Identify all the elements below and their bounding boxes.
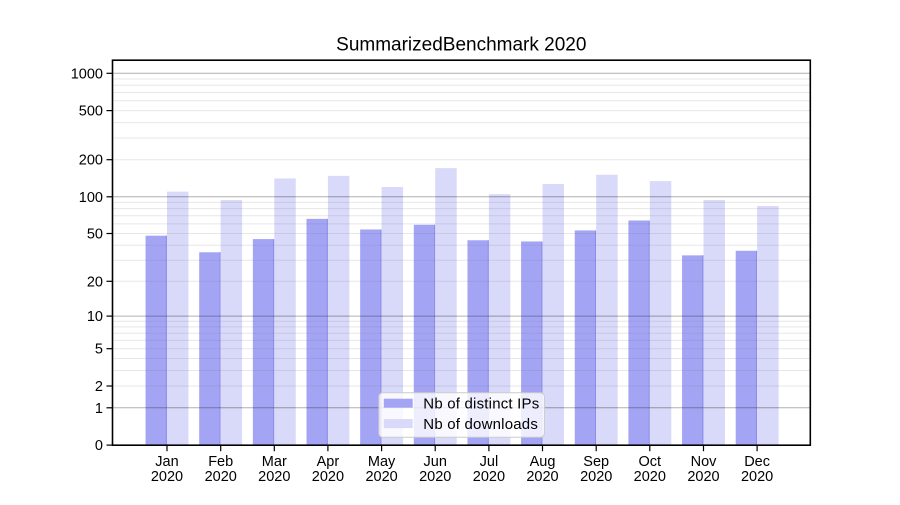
svg-text:2020: 2020: [687, 469, 719, 485]
svg-text:10: 10: [87, 309, 103, 325]
svg-text:0: 0: [95, 438, 103, 454]
svg-text:2020: 2020: [312, 469, 344, 485]
svg-text:2020: 2020: [365, 469, 397, 485]
svg-text:Jun: Jun: [424, 454, 447, 470]
svg-text:2020: 2020: [473, 469, 505, 485]
svg-text:2020: 2020: [634, 469, 666, 485]
svg-text:2020: 2020: [526, 469, 558, 485]
svg-text:100: 100: [79, 190, 103, 206]
svg-text:Feb: Feb: [208, 454, 233, 470]
svg-text:Nov: Nov: [691, 454, 718, 470]
svg-text:2020: 2020: [419, 469, 451, 485]
svg-text:500: 500: [79, 104, 103, 120]
svg-text:May: May: [368, 454, 396, 470]
svg-text:Jul: Jul: [480, 454, 499, 470]
svg-text:Mar: Mar: [262, 454, 287, 470]
svg-text:2020: 2020: [741, 469, 773, 485]
svg-text:2020: 2020: [205, 469, 237, 485]
svg-text:2020: 2020: [580, 469, 612, 485]
svg-text:50: 50: [87, 227, 103, 243]
svg-text:Apr: Apr: [317, 454, 340, 470]
svg-text:Nb of downloads: Nb of downloads: [423, 416, 538, 433]
svg-text:1: 1: [95, 401, 103, 417]
svg-text:200: 200: [79, 153, 103, 169]
svg-text:20: 20: [87, 274, 103, 290]
svg-text:Sep: Sep: [583, 454, 609, 470]
svg-text:5: 5: [95, 342, 103, 358]
svg-text:2020: 2020: [151, 469, 183, 485]
svg-text:SummarizedBenchmark 2020: SummarizedBenchmark 2020: [336, 35, 586, 56]
svg-text:Jan: Jan: [155, 454, 178, 470]
svg-text:Oct: Oct: [639, 454, 662, 470]
svg-text:Aug: Aug: [530, 454, 556, 470]
svg-text:Nb of distinct IPs: Nb of distinct IPs: [423, 395, 539, 412]
svg-text:1000: 1000: [71, 66, 103, 82]
svg-text:Dec: Dec: [744, 454, 770, 470]
svg-text:2020: 2020: [258, 469, 290, 485]
svg-text:2: 2: [95, 379, 103, 395]
